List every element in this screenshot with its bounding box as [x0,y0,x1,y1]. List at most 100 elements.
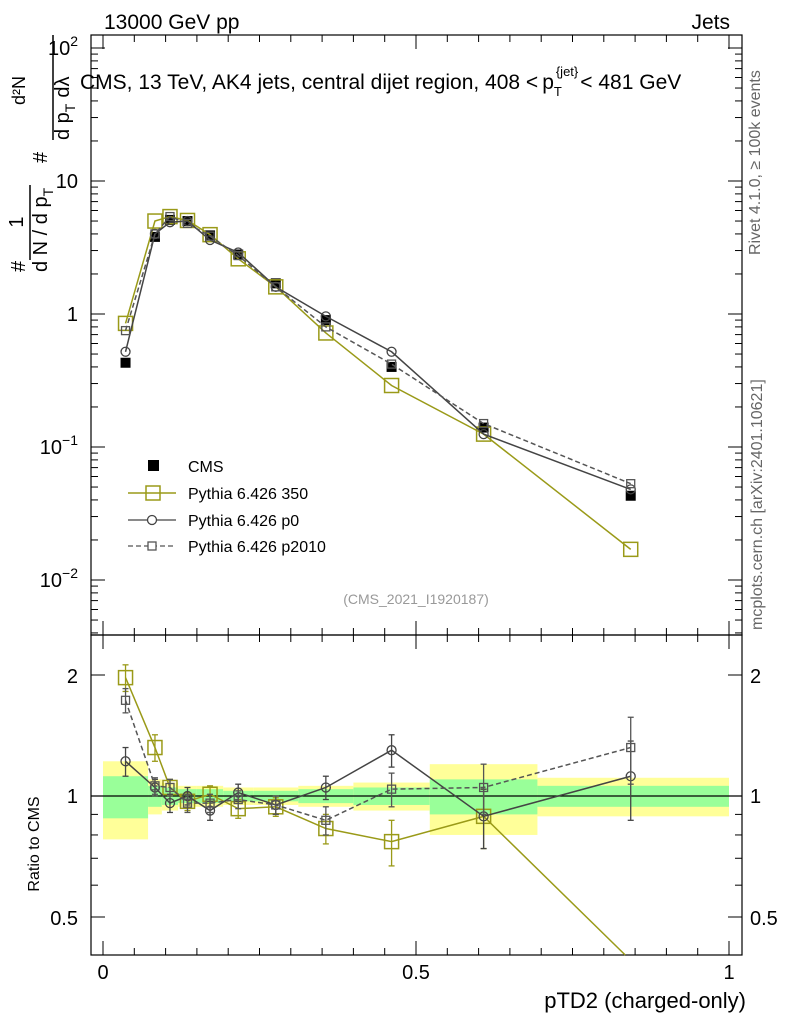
legend-marker-350 [145,485,161,501]
legend-label-cms: CMS [188,459,224,476]
legend-marker-p2010 [147,541,157,551]
ratio-point-350 [147,739,163,756]
legend-label-p0: Pythia 6.426 p0 [188,513,299,530]
plot-title-p: p [542,71,554,94]
plot-title: CMS, 13 TeV, AK4 jets, central dijet reg… [80,64,681,99]
data-point [320,315,331,326]
y-title-dpt-sub: T [62,103,78,112]
y-title-d2n: d²N [9,76,29,105]
ratio-band-inner [103,776,149,819]
legend-entry-pythia-350: Pythia 6.426 350 [128,485,308,503]
ratio-point-p0 [320,782,332,793]
ratio-tick-label-1: 1 [67,786,78,808]
x-tick-label-0.5: 0.5 [402,962,430,984]
data-point [120,357,131,368]
point-p0 [320,311,332,322]
x-axis-title: pTD2 (charged-only) [544,988,746,1013]
ratio-point-p2010 [165,782,175,793]
point-p2010 [321,322,331,332]
mcplots-label: mcplots.cern.ch [arXiv:2401.10621] [749,379,766,630]
point-p0 [478,428,489,440]
legend-label-350: Pythia 6.426 350 [188,486,308,503]
plot-title-sub: T [554,84,562,99]
category-label: Jets [691,11,730,34]
ratio-point-350 [117,669,134,686]
ratio-point-p0 [164,797,176,809]
plot-title-main: CMS, 13 TeV, AK4 jets, central dijet reg… [80,71,538,94]
main-y-axis-title: # 1 d N / d pT # d²N d pTdλ [6,35,78,272]
ratio-uncertainty-bands [103,761,729,840]
ratio-axis-title: Ratio to CMS [26,796,43,891]
point-350 [147,213,163,229]
ratio-point-p2010 [120,695,131,705]
series-pythia-6-426-p2010 [120,211,636,836]
point-p2010 [233,250,243,261]
y-tick-exp: 2 [70,33,78,49]
point-p2010 [165,211,175,222]
point-p2010 [271,282,281,292]
main-line [124,220,631,491]
ratio-point-350 [383,833,400,850]
point-p2010 [182,218,193,229]
rivet-version-label: Rivet 4.1.0, ≥ 100k events [747,70,764,255]
main-line [124,215,632,485]
y-tick-label-10: 10 [56,171,78,193]
ratio-tick-label-right-1: 1 [750,786,761,808]
ratio-point-p2010 [271,800,281,810]
legend-entry-cms: CMS [148,459,224,476]
legend-label-p2010: Pythia 6.426 p2010 [188,539,326,556]
point-p2010 [205,231,215,241]
point-350 [268,279,284,295]
y-title-dlambda-part: dλ [52,77,74,98]
y-title-hash: # [8,260,30,272]
data-point [164,214,175,225]
point-p0 [625,484,636,495]
series-pythia-6-426-350 [117,208,639,956]
y-tick-exp: −2 [62,565,78,581]
ratio-point-p2010 [205,798,215,808]
y-tick-base: 10 [40,570,62,592]
y-title-one: 1 [6,216,28,227]
point-p2010 [150,229,160,239]
legend: CMS Pythia 6.426 350 Pythia 6.426 p0 Pyt… [128,459,326,556]
ratio-point-p0 [386,745,397,756]
ratio-point-p2010 [150,781,160,791]
plot-title-sup: {jet} [556,64,579,79]
point-350 [622,541,639,558]
ratio-tick-label-right-0.5: 0.5 [750,908,778,930]
y-tick-label-1e-2: 10−2 [40,565,78,592]
legend-entry-pythia-p2010: Pythia 6.426 p2010 [128,539,326,556]
ratio-point-p2010 [321,815,331,825]
point-p0 [120,346,131,357]
point-350 [383,377,400,394]
y-title-dn-dpt: d N / d pT [30,187,56,272]
ratio-point-p2010 [478,782,489,793]
y-title-dn-sub: T [40,187,56,196]
ratio-point-p2010 [626,742,636,753]
y-title-dpt-dlambda: d pTdλ [52,77,78,141]
legend-marker-p0 [146,514,158,526]
point-350 [162,208,178,225]
ratio-tick-label-right-2: 2 [750,666,761,688]
ratio-point-p2010 [182,798,193,808]
series-pythia-6-426-p0 [120,215,636,850]
ratio-point-p2010 [233,794,243,805]
ratio-point-p2010 [386,784,397,794]
legend-marker-cms [148,460,159,471]
series-cms [120,214,636,501]
data-point [625,490,636,501]
energy-label: 13000 GeV pp [104,11,239,34]
ratio-point-p0 [120,756,131,767]
y-title-dpt-part: d p [52,112,74,140]
y-title-hash-2: # [30,151,52,163]
ratio-tick-label-0.5: 0.5 [50,908,78,930]
point-p2010 [626,479,636,489]
data-point [233,249,244,260]
y-tick-label-1e-1: 10−1 [40,432,78,459]
y-tick-label-1: 1 [67,304,78,326]
point-p0 [386,346,397,357]
point-p2010 [386,359,397,369]
main-line [124,215,632,550]
legend-entry-pythia-p0: Pythia 6.426 p0 [128,513,299,530]
